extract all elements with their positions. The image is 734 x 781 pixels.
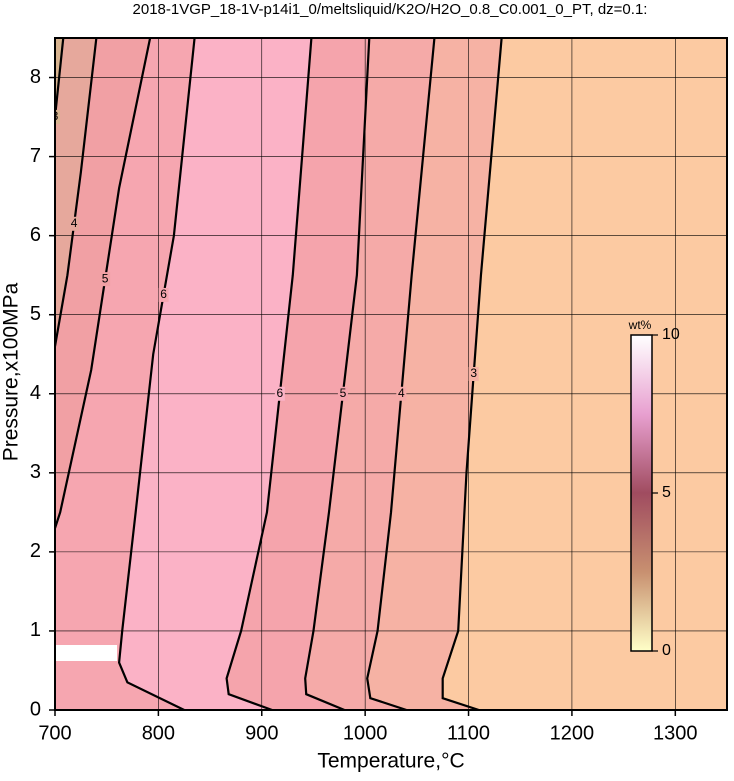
- y-tick-label: 2: [30, 540, 41, 562]
- contour-line: [366, 38, 436, 710]
- y-axis-label: Pressure,x100MPa: [0, 282, 23, 461]
- contour-label: 6: [160, 287, 167, 301]
- x-tick-label: 900: [245, 722, 278, 744]
- overlay: 700 800 900 1000 1100 1200 1300 0 1 2 3 4 5 6 7 8 0 5 10: [30, 66, 698, 744]
- contour-label: 3: [470, 366, 477, 380]
- chart-title: 2018-1VGP_18-1V-p14i1_0/meltsliquid/K2O/…: [133, 1, 648, 18]
- contour-label-bg: [396, 386, 407, 401]
- x-tick-label: 800: [142, 722, 175, 744]
- x-tick-label: 1100: [447, 722, 490, 744]
- contour-label-bg: [55, 110, 60, 125]
- contour-label: 5: [340, 386, 347, 400]
- x-tick-label: 1000: [343, 722, 388, 744]
- contour-line: [117, 38, 196, 710]
- contour-line: [55, 38, 65, 118]
- y-tick-label: 0: [30, 698, 41, 720]
- contour-line: [304, 38, 371, 710]
- contour-label-bg: [274, 386, 285, 401]
- contour-label-bg: [337, 386, 348, 401]
- contour-label-bg: [100, 272, 111, 287]
- colorbar: [630, 334, 653, 652]
- contour-fill: [55, 38, 97, 347]
- colorbar-tick-label: 10: [662, 326, 680, 343]
- colorbar-tick-label: 5: [662, 484, 671, 501]
- contour-label: 3: [52, 109, 59, 123]
- y-tick-label: 5: [30, 303, 41, 325]
- plot-frame: [54, 37, 728, 711]
- contour-line: [225, 38, 313, 710]
- x-tick-label: 700: [38, 722, 71, 744]
- contour-label: 4: [71, 216, 78, 230]
- y-tick-label: 4: [30, 382, 41, 404]
- x-tick-label: 1300: [653, 722, 698, 744]
- contour-line: [55, 38, 152, 529]
- plot-area: 3 4 5 6 6 5 4 3: [52, 38, 727, 710]
- y-tick-label: 6: [30, 224, 41, 246]
- y-tick-label: 8: [30, 66, 41, 88]
- x-axis-label: Temperature,°C: [317, 750, 464, 773]
- x-tick-label: 1200: [550, 722, 595, 744]
- y-tick-label: 1: [30, 619, 41, 641]
- contour-label: 6: [277, 386, 284, 400]
- no-data-region: [55, 645, 117, 661]
- colorbar-tick-label: 0: [662, 642, 671, 659]
- contour-label: 5: [102, 271, 109, 285]
- y-tick-label: 3: [30, 461, 41, 483]
- contour-label-bg: [158, 287, 169, 302]
- contour-line: [441, 38, 503, 710]
- contour-label: 4: [398, 386, 405, 400]
- contour-label-bg: [69, 216, 80, 231]
- contour-label-bg: [468, 367, 479, 381]
- colorbar-label: wt%: [628, 318, 652, 332]
- y-tick-label: 7: [30, 145, 41, 167]
